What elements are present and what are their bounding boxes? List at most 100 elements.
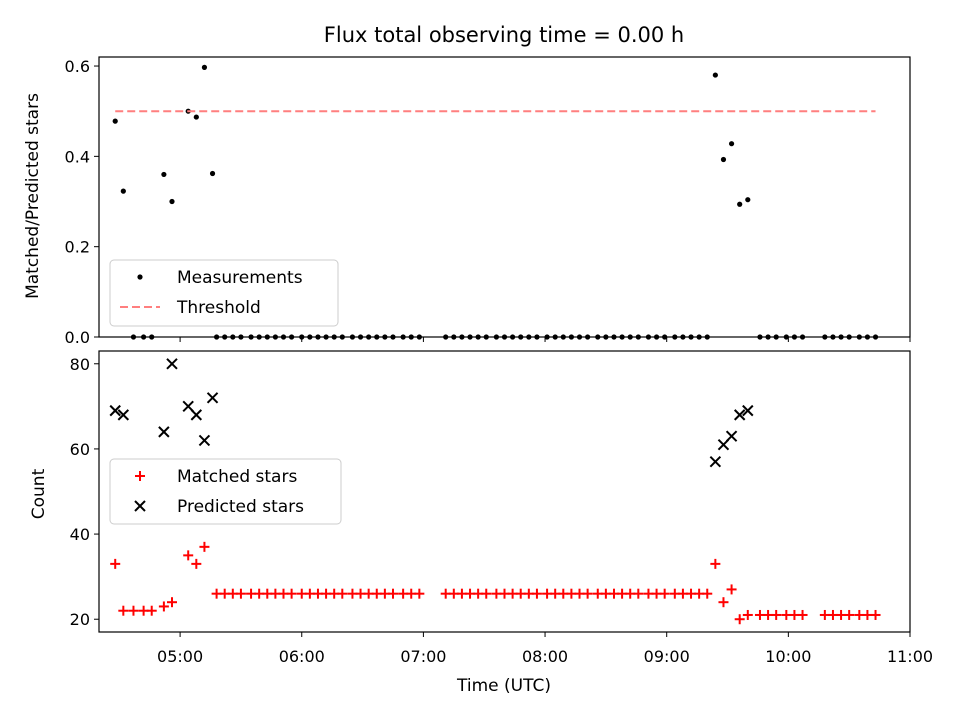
data-point bbox=[481, 588, 492, 599]
data-point bbox=[109, 404, 121, 417]
data-point bbox=[222, 334, 228, 340]
data-point bbox=[688, 334, 694, 340]
data-point bbox=[414, 588, 425, 599]
data-point bbox=[822, 334, 828, 340]
data-point bbox=[627, 334, 633, 340]
data-point bbox=[838, 334, 844, 340]
data-point bbox=[872, 334, 879, 340]
data-point bbox=[349, 334, 356, 340]
data-point bbox=[830, 334, 836, 340]
data-point bbox=[264, 334, 270, 340]
data-point bbox=[459, 334, 465, 340]
x-tick-label: 05:00 bbox=[157, 647, 203, 666]
data-point bbox=[737, 201, 743, 207]
data-point bbox=[510, 334, 516, 340]
bottom-panel-count-plot: Count Time (UTC) 20 40 60 80 05:00 06:00 07:00… bbox=[29, 350, 933, 696]
data-point bbox=[166, 597, 177, 608]
data-point bbox=[230, 334, 236, 340]
data-point bbox=[856, 334, 862, 340]
x-tick-label: 08:00 bbox=[522, 647, 568, 666]
legend-label: Threshold bbox=[176, 298, 261, 318]
data-point bbox=[337, 588, 348, 599]
data-point bbox=[299, 334, 305, 340]
data-point bbox=[118, 605, 129, 616]
data-point bbox=[248, 334, 254, 340]
data-point bbox=[725, 430, 738, 442]
data-point bbox=[757, 334, 763, 340]
data-point bbox=[158, 601, 169, 612]
data-point bbox=[544, 334, 550, 340]
data-point bbox=[390, 334, 396, 340]
data-point bbox=[619, 334, 625, 340]
data-point bbox=[146, 605, 157, 616]
y-tick-label: 40 bbox=[70, 525, 90, 544]
legend-swatch bbox=[137, 274, 143, 280]
series-predicted-stars bbox=[109, 358, 754, 468]
series-measurements bbox=[112, 64, 879, 340]
x-tick-label: 11:00 bbox=[887, 647, 933, 666]
data-point bbox=[120, 188, 126, 194]
data-point bbox=[161, 171, 167, 178]
data-point bbox=[797, 609, 808, 620]
data-point bbox=[844, 609, 855, 620]
x-axis-label: Time (UTC) bbox=[456, 676, 551, 696]
data-point bbox=[141, 334, 147, 340]
data-point bbox=[645, 334, 652, 340]
data-point bbox=[475, 334, 481, 340]
data-point bbox=[734, 614, 745, 625]
data-point bbox=[633, 588, 644, 599]
data-point bbox=[117, 409, 130, 421]
legend-box bbox=[109, 458, 342, 525]
plot-frame bbox=[98, 350, 911, 633]
data-point bbox=[289, 334, 295, 340]
data-point bbox=[235, 588, 246, 599]
data-point bbox=[280, 334, 287, 340]
data-point bbox=[209, 170, 216, 177]
legend: Matched stars Predicted stars bbox=[109, 458, 342, 525]
data-point bbox=[712, 72, 718, 78]
top-panel-y-axis-label: Matched/Predicted stars bbox=[23, 93, 43, 299]
data-point bbox=[568, 334, 575, 340]
series-matched-stars bbox=[110, 541, 881, 625]
data-point bbox=[611, 334, 617, 340]
data-point bbox=[720, 156, 727, 163]
data-point bbox=[272, 334, 278, 340]
data-point bbox=[128, 605, 139, 616]
legend-label: Predicted stars bbox=[177, 497, 304, 517]
data-point bbox=[166, 358, 178, 370]
data-point bbox=[201, 64, 208, 70]
y-tick-label: 0.6 bbox=[65, 57, 90, 76]
x-tick-label: 06:00 bbox=[279, 647, 325, 666]
legend-label: Measurements bbox=[177, 268, 303, 288]
y-tick-label: 0.2 bbox=[65, 238, 90, 257]
data-point bbox=[771, 609, 782, 620]
data-point bbox=[416, 334, 422, 340]
data-point bbox=[339, 334, 345, 340]
data-point bbox=[653, 334, 660, 340]
data-point bbox=[110, 558, 121, 569]
data-point bbox=[742, 404, 754, 417]
data-point bbox=[408, 334, 414, 340]
data-point bbox=[149, 334, 155, 340]
data-point bbox=[726, 584, 737, 595]
data-point bbox=[791, 334, 798, 340]
data-point bbox=[680, 334, 686, 340]
data-point bbox=[198, 434, 211, 447]
data-point bbox=[501, 334, 508, 340]
data-point bbox=[709, 455, 722, 468]
data-point bbox=[483, 334, 489, 340]
data-point bbox=[193, 114, 199, 120]
x-tick-label: 07:00 bbox=[400, 647, 446, 666]
data-point bbox=[130, 334, 137, 340]
data-point bbox=[256, 334, 262, 340]
data-point bbox=[493, 334, 499, 340]
data-point bbox=[696, 334, 702, 340]
y-tick-label: 60 bbox=[70, 440, 90, 459]
data-point bbox=[307, 334, 313, 340]
data-point bbox=[357, 334, 364, 340]
data-point bbox=[870, 609, 881, 620]
top-panel-ratio-plot: Matched/Predicted stars 0.0 0.2 0.4 0.6 Meas… bbox=[23, 56, 911, 347]
data-point bbox=[112, 118, 118, 124]
data-point bbox=[534, 334, 540, 340]
data-point bbox=[783, 334, 789, 340]
